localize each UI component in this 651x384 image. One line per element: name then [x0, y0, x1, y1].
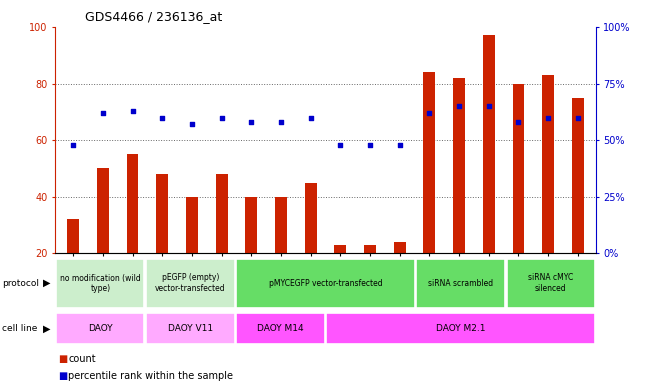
Text: ■: ■ [59, 371, 68, 381]
Bar [146, 313, 234, 344]
Text: ▶: ▶ [43, 278, 51, 288]
Point [187, 121, 197, 127]
Point [454, 103, 464, 109]
Bar [453, 78, 465, 253]
Text: cell line: cell line [2, 324, 37, 333]
Text: no modification (wild
type): no modification (wild type) [60, 273, 141, 293]
Text: siRNA cMYC
silenced: siRNA cMYC silenced [528, 273, 574, 293]
Text: GDS4466 / 236136_at: GDS4466 / 236136_at [85, 10, 222, 23]
Bar [326, 313, 595, 344]
Point [246, 119, 256, 125]
Point [573, 114, 583, 121]
Point [395, 142, 405, 148]
Bar [215, 174, 228, 253]
Bar [542, 75, 554, 253]
Bar [56, 313, 145, 344]
Text: DAOY V11: DAOY V11 [168, 324, 213, 333]
Point [98, 110, 108, 116]
Point [424, 110, 435, 116]
Text: pEGFP (empty)
vector-transfected: pEGFP (empty) vector-transfected [155, 273, 226, 293]
Bar [56, 259, 145, 308]
Text: DAOY M14: DAOY M14 [257, 324, 304, 333]
Bar [512, 84, 525, 253]
Bar [146, 259, 234, 308]
Point [484, 103, 494, 109]
Point [276, 119, 286, 125]
Bar [335, 245, 346, 253]
Bar [156, 174, 168, 253]
Bar [275, 197, 287, 253]
Text: DAOY M2.1: DAOY M2.1 [436, 324, 486, 333]
Text: protocol: protocol [2, 279, 39, 288]
Text: ■: ■ [59, 354, 68, 364]
Text: percentile rank within the sample: percentile rank within the sample [68, 371, 233, 381]
Point [128, 108, 138, 114]
Bar [97, 169, 109, 253]
Bar [126, 154, 139, 253]
Point [216, 114, 227, 121]
Bar [186, 197, 198, 253]
Bar [572, 98, 584, 253]
Text: count: count [68, 354, 96, 364]
Bar [236, 313, 325, 344]
Text: ▶: ▶ [43, 324, 51, 334]
Point [335, 142, 346, 148]
Point [513, 119, 523, 125]
Text: DAOY: DAOY [88, 324, 113, 333]
Bar [506, 259, 595, 308]
Bar [236, 259, 415, 308]
Bar [483, 35, 495, 253]
Text: siRNA scrambled: siRNA scrambled [428, 279, 493, 288]
Bar [67, 220, 79, 253]
Point [157, 114, 167, 121]
Bar [305, 183, 316, 253]
Point [305, 114, 316, 121]
Point [68, 142, 78, 148]
Bar [394, 242, 406, 253]
Text: pMYCEGFP vector-transfected: pMYCEGFP vector-transfected [269, 279, 382, 288]
Point [365, 142, 375, 148]
Bar [417, 259, 505, 308]
Bar [364, 245, 376, 253]
Bar [423, 72, 436, 253]
Point [543, 114, 553, 121]
Bar [245, 197, 257, 253]
